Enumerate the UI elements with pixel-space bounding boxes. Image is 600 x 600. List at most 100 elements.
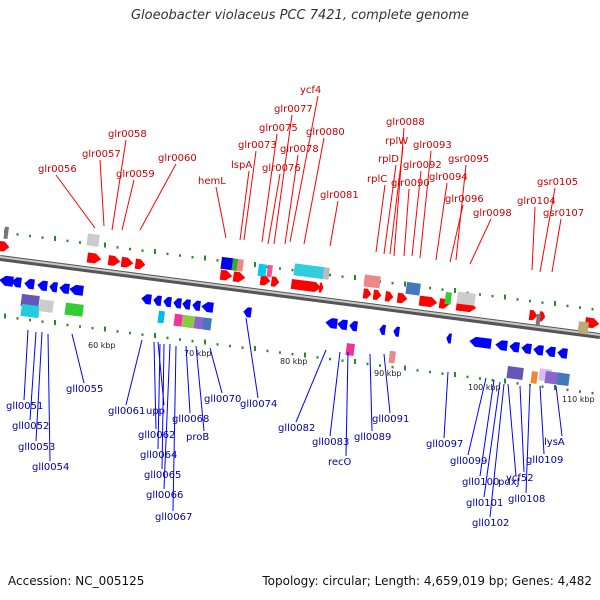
lower-tick-mark <box>241 346 244 349</box>
reverse-label-leader <box>245 317 259 399</box>
forward-gene-label: glr0092 <box>403 160 442 171</box>
reverse-gene-arrow <box>163 296 172 308</box>
forward-gene-label: glr0077 <box>274 104 313 115</box>
reverse-gene-label: gll0102 <box>472 518 509 529</box>
reverse-gene-label: gll0082 <box>278 423 315 434</box>
reverse-gene-label: gll0062 <box>138 430 175 441</box>
reverse-gene-arrow <box>557 348 568 359</box>
reverse-gene-arrow <box>545 346 556 358</box>
reverse-label-leader <box>479 379 495 477</box>
upper-tick-mark <box>104 242 106 248</box>
forward-label-leader <box>419 150 432 259</box>
lower-tick-mark <box>541 385 544 388</box>
forward-feature-box <box>456 291 476 306</box>
forward-gene-label: glr0076 <box>262 163 301 174</box>
lower-tick-mark <box>554 385 556 391</box>
lower-tick-mark <box>141 333 144 336</box>
forward-label-leader <box>411 170 422 257</box>
reverse-gene-label: gll0091 <box>372 414 409 425</box>
forward-label-leader <box>55 174 96 229</box>
upper-tick-mark <box>16 233 19 236</box>
forward-gene-label: glr0080 <box>306 127 345 138</box>
upper-tick-mark <box>216 259 219 262</box>
forward-gene-arrow <box>232 271 246 283</box>
reverse-label-leader <box>519 385 525 473</box>
reverse-gene-label: gll0068 <box>172 414 209 425</box>
upper-tick-mark <box>29 234 31 238</box>
reverse-label-leader <box>195 345 205 432</box>
reverse-gene-arrow <box>201 302 214 313</box>
reverse-label-leader <box>345 351 349 457</box>
reverse-feature-box <box>530 371 538 384</box>
forward-label-leader <box>539 187 556 273</box>
forward-gene-label: glr0104 <box>517 196 556 207</box>
lower-tick-mark <box>466 375 469 379</box>
reverse-gene-arrow <box>243 307 252 318</box>
forward-label-leader <box>215 186 227 239</box>
reverse-label-leader <box>125 339 143 406</box>
reverse-gene-label: ycf52 <box>506 473 534 484</box>
upper-tick-mark <box>66 239 69 243</box>
forward-gene-label: glr0088 <box>386 117 425 128</box>
reverse-gene-arrow <box>24 278 35 290</box>
reverse-gene-label: gll0108 <box>508 494 545 505</box>
lower-tick-mark <box>91 326 94 330</box>
reverse-gene-arrow <box>379 324 386 336</box>
reverse-gene-arrow <box>533 345 544 356</box>
forward-gene-label: glr0056 <box>38 164 77 175</box>
lower-tick-mark <box>491 378 494 382</box>
reverse-feature-box <box>506 366 524 381</box>
upper-tick-mark <box>491 294 494 298</box>
forward-label-leader <box>243 150 257 241</box>
reverse-gene-arrow <box>393 326 400 337</box>
reverse-gene-label: gll0070 <box>204 394 241 405</box>
forward-gene-label: hemL <box>198 176 226 187</box>
reverse-feature-box <box>345 343 355 357</box>
genome-backbone-highlight <box>0 256 600 336</box>
forward-gene-label: glr0060 <box>158 153 197 164</box>
reverse-gene-arrow <box>11 277 22 288</box>
reverse-feature-box <box>388 350 396 364</box>
reverse-feature-box <box>193 316 205 330</box>
reverse-gene-label: pdxJ <box>498 477 520 488</box>
lower-tick-mark <box>404 365 406 371</box>
forward-label-leader <box>99 159 105 227</box>
reverse-label-leader <box>295 349 327 423</box>
forward-label-leader <box>111 139 127 231</box>
lower-tick-mark <box>304 352 306 358</box>
reverse-gene-label: gll0055 <box>66 384 103 395</box>
lower-tick-mark <box>4 313 6 319</box>
reverse-label-leader <box>153 341 157 430</box>
forward-gene-arrow <box>372 289 382 301</box>
lower-tick-mark <box>429 370 431 374</box>
lower-tick-mark <box>341 359 344 362</box>
reverse-gene-label: gll0052 <box>12 421 49 432</box>
upper-tick-mark <box>179 254 181 257</box>
upper-tick-mark <box>591 307 594 311</box>
reverse-label-leader <box>539 385 545 455</box>
reverse-gene-label: gll0083 <box>312 437 349 448</box>
upper-tick-mark <box>79 241 81 244</box>
lower-tick-mark <box>229 344 231 348</box>
upper-tick-mark <box>116 246 119 249</box>
reverse-gene-arrow <box>59 283 70 295</box>
forward-feature-box <box>266 264 273 278</box>
forward-gene-label: glr0081 <box>320 190 359 201</box>
lower-tick-mark <box>16 317 19 320</box>
reverse-gene-label: gll0109 <box>526 455 563 466</box>
reverse-gene-label: gll0101 <box>466 498 503 509</box>
upper-tick-mark <box>479 293 481 296</box>
forward-label-leader <box>393 127 405 257</box>
upper-tick-mark <box>529 299 531 303</box>
forward-feature-box <box>444 291 452 305</box>
lower-tick-mark <box>116 330 119 333</box>
reverse-gene-arrow <box>192 300 201 312</box>
upper-tick-mark <box>291 268 294 272</box>
lower-tick-mark <box>279 351 281 354</box>
upper-tick-mark <box>41 236 44 239</box>
upper-tick-mark <box>204 255 206 261</box>
upper-tick-mark <box>191 255 194 259</box>
forward-label-leader <box>531 206 536 271</box>
forward-gene-arrow <box>528 309 538 321</box>
